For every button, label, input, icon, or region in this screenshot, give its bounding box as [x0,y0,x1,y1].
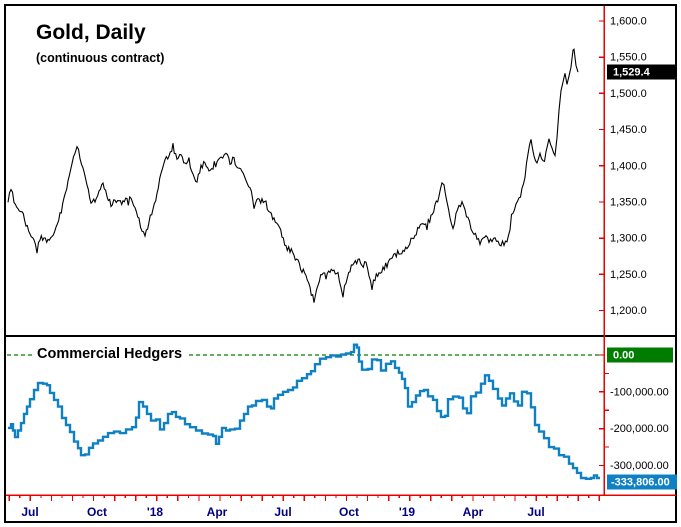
x-axis-label: Jul [21,505,38,519]
x-axis-label: Oct [339,505,359,519]
chart-border [4,4,677,523]
chart-subtitle: (continuous contract) [36,51,165,65]
price-axis-tick-label: 1,450.0 [610,124,647,136]
last-price-value: 1,529.4 [613,67,651,79]
chart-title: Gold, Daily [36,21,146,44]
commercial-hedgers-line [8,343,600,480]
axis-layer: 1,600.0 1,550.0 1,500.0 1,450.0 1,400.0 1,350… [6,6,676,519]
hedgers-axis-tick-label: -200,000.00 [610,423,669,435]
price-axis-tick-label: 1,200.0 [610,305,647,317]
zero-value-label: 0.00 [607,347,673,363]
x-axis-label: Apr [207,505,228,519]
hedgers-panel-title: Commercial Hedgers [33,346,187,363]
x-axis-label: Oct [87,505,107,519]
price-axis-tick-label: 1,600.0 [610,16,647,28]
last-hedgers-value-text: -333,806.00 [611,477,670,489]
price-axis-tick-label: 1,500.0 [610,88,647,100]
hedgers-axis-tick-label: -100,000.00 [610,386,669,398]
price-axis-tick-label: 1,550.0 [610,52,647,64]
series-layer [7,48,600,480]
last-price-label: 1,529.4 [607,64,676,80]
x-axis-label: Jul [527,505,544,519]
price-axis-tick-label: 1,350.0 [610,196,647,208]
price-axis-tick-label: 1,400.0 [610,160,647,172]
hedgers-axis-tick-label: -300,000.00 [610,460,669,472]
last-hedgers-value-label: -333,806.00 [607,474,677,490]
frame-layer [4,4,677,523]
price-axis-tick-label: 1,250.0 [610,269,647,281]
zero-value-text: 0.00 [613,350,634,362]
price-axis-tick-label: 1,300.0 [610,233,647,245]
x-axis-label: Jul [274,505,291,519]
x-axis-label: '19 [399,505,416,519]
x-axis-label: Apr [463,505,484,519]
gold-price-line [7,48,579,303]
x-axis-label: '18 [147,505,164,519]
